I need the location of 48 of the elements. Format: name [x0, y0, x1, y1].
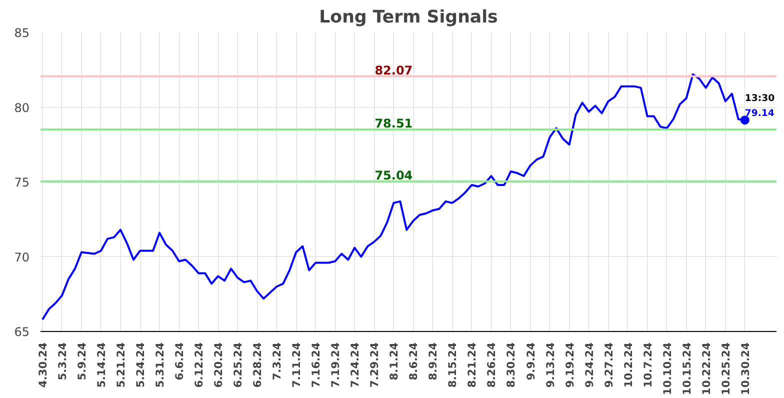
- x-tick-label: 10.25.24: [719, 342, 732, 396]
- x-tick-label: 10.2.24: [622, 342, 635, 388]
- x-tick-label: 5.3.24: [56, 342, 69, 380]
- x-tick-label: 8.21.24: [466, 342, 479, 388]
- x-tick-label: 9.24.24: [582, 342, 596, 388]
- ref-line-label: 75.04: [374, 168, 413, 182]
- x-tick-label: 7.11.24: [290, 342, 304, 388]
- chart-title: Long Term Signals: [319, 8, 498, 28]
- x-tick-label: 6.20.24: [212, 342, 226, 388]
- x-tick-label: 9.27.24: [602, 342, 616, 388]
- x-tick-label: 10.7.24: [641, 342, 654, 388]
- x-tick-label: 8.30.24: [504, 342, 518, 388]
- y-tick-label: 85: [14, 26, 30, 40]
- x-tick-label: 8.15.24: [446, 342, 460, 388]
- y-tick-label: 65: [14, 325, 30, 339]
- x-tick-label: 10.15.24: [680, 342, 694, 396]
- x-tick-label: 8.6.24: [407, 342, 420, 380]
- x-tick-label: 7.3.24: [270, 342, 284, 380]
- x-tick-label: 9.13.24: [544, 342, 557, 388]
- x-tick-label: 9.9.24: [524, 342, 538, 380]
- x-tick-label: 10.22.24: [700, 342, 713, 396]
- annotation: 13:30: [744, 93, 776, 104]
- x-tick-label: 5.21.24: [114, 342, 128, 388]
- x-tick-label: 6.25.24: [232, 342, 245, 388]
- x-tick-label: 4.30.24: [36, 342, 50, 388]
- x-tick-label: 8.26.24: [485, 342, 498, 388]
- y-tick-label: 70: [14, 250, 30, 264]
- ref-line-label: 78.51: [374, 116, 413, 131]
- x-tick-label: 8.1.24: [388, 342, 401, 380]
- y-tick-label: 75: [14, 176, 30, 190]
- x-tick-label: 8.9.24: [426, 342, 440, 380]
- x-tick-label: 6.12.24: [192, 342, 206, 388]
- x-tick-label: 9.19.24: [563, 342, 576, 388]
- x-tick-label: 5.24.24: [134, 342, 148, 388]
- x-tick-label: 5.9.24: [75, 342, 88, 380]
- y-tick-label: 80: [14, 100, 30, 115]
- x-tick-label: 7.24.24: [348, 342, 362, 388]
- x-tick-label: 10.30.24: [738, 342, 752, 396]
- x-tick-label: 10.10.24: [660, 342, 674, 396]
- x-tick-label: 7.16.24: [310, 342, 323, 388]
- x-tick-label: 7.29.24: [368, 342, 382, 388]
- x-tick-label: 7.19.24: [329, 342, 342, 388]
- x-tick-label: 6.6.24: [173, 342, 186, 380]
- x-tick-label: 5.31.24: [154, 342, 167, 388]
- x-tick-label: 5.14.24: [94, 342, 108, 388]
- x-tick-label: 6.28.24: [251, 342, 264, 388]
- ref-line-label: 82.07: [374, 63, 413, 78]
- annotation: 79.14: [744, 108, 775, 120]
